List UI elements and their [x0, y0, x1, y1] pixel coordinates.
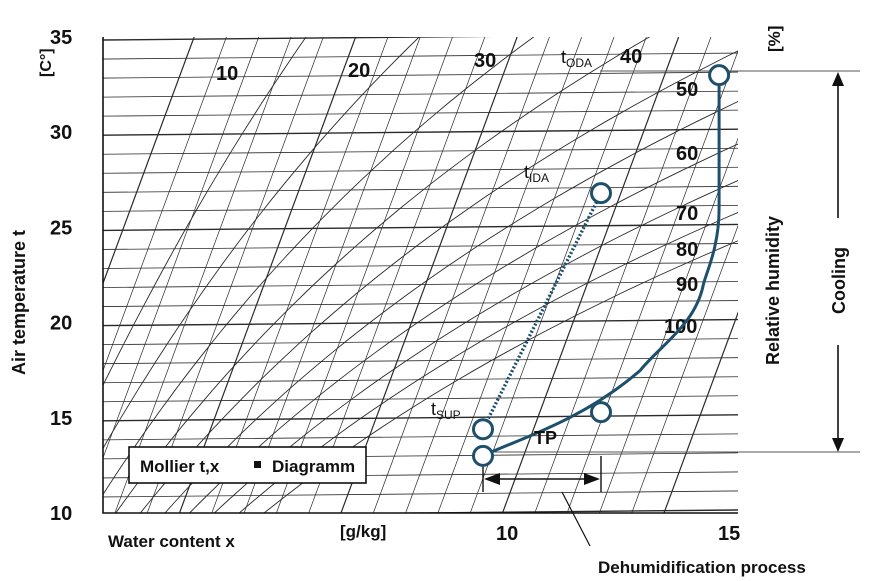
gridline-t [103, 262, 738, 269]
gridline-t [103, 185, 738, 193]
state-point-t-ida [590, 182, 612, 205]
diagram-title-box: Mollier t,x Diagramm [128, 446, 367, 484]
y-axis-label: Air temperature t [9, 230, 29, 375]
temperature-gridlines [103, 37, 738, 513]
state-points [472, 64, 731, 467]
x-axis-unit: [g/kg] [340, 522, 386, 541]
gridline-t [103, 223, 738, 232]
dehumidification-label: Dehumidification process [598, 558, 806, 577]
gridline-x [534, 37, 712, 513]
state-point-t-sup [472, 418, 494, 441]
diagram-title-right: Diagramm [272, 457, 355, 476]
gridline-t [103, 490, 738, 498]
gridline-t [103, 243, 738, 250]
rh-label-50: 50 [676, 79, 698, 101]
gridline-t [103, 300, 738, 307]
gridline-t [103, 166, 738, 174]
dehumidification-indicator: Dehumidification process [482, 456, 806, 577]
gridline-t [103, 109, 738, 117]
rh-label-20: 20 [348, 60, 370, 82]
label-t-oda: tODA [561, 47, 592, 70]
gridline-t [103, 338, 738, 346]
rh-curve [103, 37, 420, 450]
gridline-x [631, 224, 738, 513]
gridline-t [103, 128, 738, 136]
rh-label-10: 10 [216, 63, 238, 85]
gridline-x [243, 37, 421, 513]
rh-label-80: 80 [676, 239, 698, 261]
gridline-x [211, 37, 389, 513]
rh-label-60: 60 [676, 143, 698, 165]
cooling-process-line [482, 75, 721, 458]
gridline-x [469, 37, 647, 513]
y-axis-unit: [C°] [38, 48, 55, 77]
gridline-x [405, 37, 583, 513]
y-axis-ticks: 10 15 20 25 30 35 [50, 27, 72, 525]
gridline-t [103, 204, 738, 212]
gridline-t [103, 71, 738, 79]
dehum-arrow-left [484, 473, 500, 485]
gridline-t [103, 376, 738, 384]
cooling-label: Cooling [829, 247, 849, 314]
y-tick-label: 35 [50, 27, 72, 49]
gridline-x [501, 37, 680, 513]
gridline-x [599, 137, 738, 513]
gridline-x [103, 37, 260, 459]
rh-curve [103, 37, 307, 387]
cooling-indicator: Cooling [829, 72, 849, 452]
y-tick-label: 30 [50, 122, 72, 144]
gridline-t [103, 318, 738, 327]
y-tick-label: 10 [50, 503, 72, 525]
gridline-x [103, 37, 227, 372]
x-axis-label: Water content x [108, 532, 235, 551]
cooling-arrow-down [832, 438, 844, 452]
gridline-x [308, 37, 486, 513]
state-point-tp [590, 401, 612, 424]
gridline-x [340, 37, 518, 513]
relative-humidity-label: Relative humidity [763, 216, 783, 365]
rh-label-30: 30 [474, 50, 496, 72]
gridline-x [663, 311, 738, 513]
point-labels: tODA tIDA tSUP TP [431, 47, 592, 448]
state-point-t-oda [708, 64, 731, 87]
gridline-x [103, 37, 195, 285]
gridline-t [103, 90, 738, 98]
rh-label-70: 70 [676, 203, 698, 225]
gridline-x [566, 50, 738, 513]
gridline-t [103, 395, 738, 403]
rh-label-90: 90 [676, 274, 698, 296]
gridline-t [103, 433, 738, 441]
x-tick-15: 15 [718, 523, 740, 545]
gridline-t [103, 147, 738, 155]
title-separator [254, 461, 261, 468]
label-tp: TP [534, 428, 557, 448]
gridline-t [103, 357, 738, 365]
x-tick-10: 10 [496, 523, 518, 545]
gridline-x [372, 37, 550, 513]
y-tick-label: 15 [50, 408, 72, 430]
gridline-t [103, 414, 738, 422]
plot-frame [102, 37, 738, 514]
label-t-sup: tSUP [431, 399, 461, 422]
rh-label-40: 40 [620, 46, 642, 68]
supply-indoor-line [481, 192, 603, 430]
rh-labels: 10 20 30 40 50 60 70 80 90 100 [216, 46, 698, 338]
diagram-title-left: Mollier t,x [140, 457, 220, 476]
dehum-arrow-right [584, 473, 600, 485]
y-tick-label: 20 [50, 313, 72, 335]
y-tick-label: 25 [50, 217, 72, 239]
state-point-low [472, 444, 494, 467]
rh-unit: [%] [765, 26, 784, 52]
gridline-x [437, 37, 615, 513]
x-axis: Water content x [g/kg] 10 15 [108, 522, 740, 551]
gridline-t [103, 52, 738, 60]
label-t-ida: tIDA [524, 162, 549, 185]
water-content-gridlines [103, 37, 738, 513]
gridline-t [103, 37, 495, 41]
cooling-arrow-up [832, 72, 844, 86]
gridline-x [276, 37, 453, 513]
